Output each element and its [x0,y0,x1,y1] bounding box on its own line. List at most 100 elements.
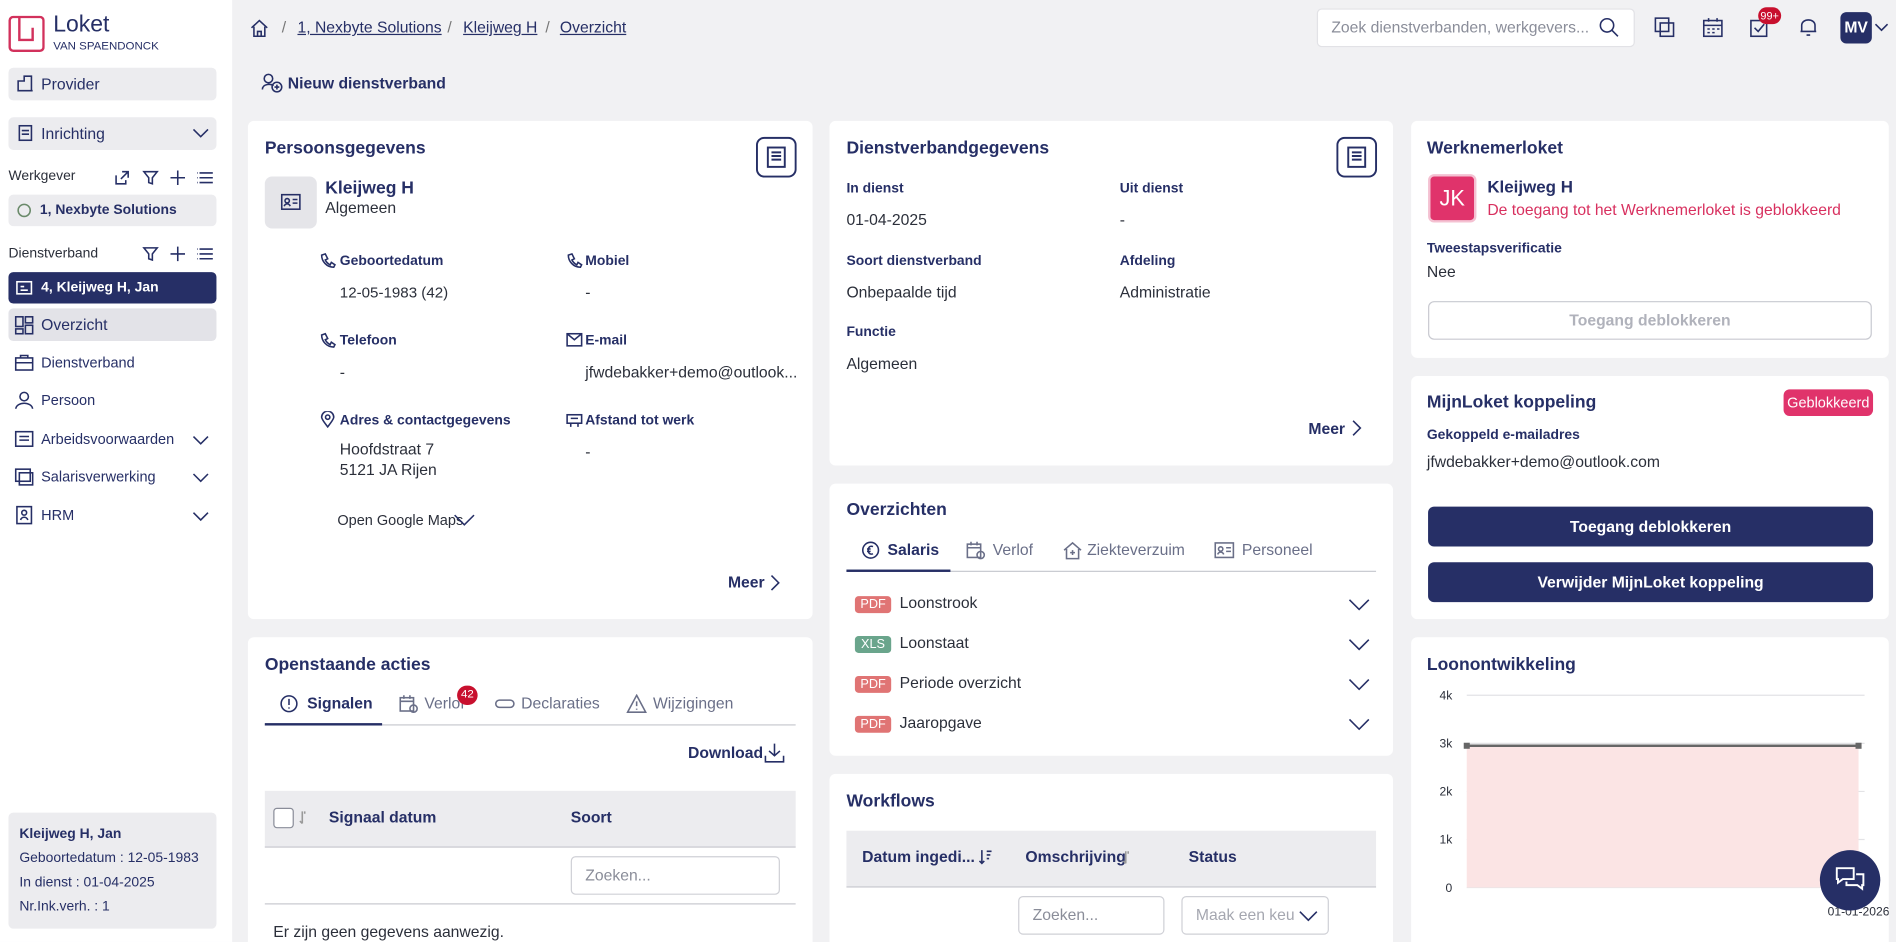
column-header[interactable]: Omschrijving [1025,847,1126,866]
column-header[interactable]: Signaal datum [328,807,437,826]
field-label: Telefoon [339,333,397,349]
header-icon[interactable] [1654,17,1675,38]
dienstverband-item[interactable] [8,272,217,304]
field-value: - [585,282,591,302]
breadcrumb-link[interactable]: 1, Nexbyte Solutions [297,18,442,37]
card-title: Overzichten [846,500,947,520]
field-value: jfwdebakker+demo@outlook... [585,362,798,381]
search-icon[interactable] [1599,17,1620,38]
chevron [192,435,209,445]
search-input[interactable]: Zoeken... [570,856,780,895]
tab[interactable]: Signalen [307,694,373,713]
new-icon [261,73,283,93]
tab[interactable]: Verlof [424,694,465,713]
menu-active[interactable] [8,308,217,341]
sort-icon[interactable] [299,810,309,825]
bell-icon[interactable] [1798,17,1819,38]
tab[interactable]: Wijzigingen [652,694,734,713]
doc-name[interactable]: Jaaropgave [899,713,982,732]
download-icon[interactable] [764,742,785,763]
doc-type: PDF [854,596,892,614]
chevron [1348,639,1370,651]
document-button[interactable] [755,136,797,178]
menu-item[interactable]: HRM [41,506,75,524]
sort-icon[interactable] [1122,850,1132,865]
doc-name[interactable]: Periode overzicht [899,673,1022,692]
card [829,483,1393,756]
doc-type: PDF [854,675,892,693]
unblock-button[interactable]: Toegang deblokkeren [1428,301,1872,340]
werkgever-item[interactable] [8,194,217,227]
tab-active [846,569,951,572]
doc-name[interactable]: Loonstrook [899,593,978,612]
field-label: Functie [846,325,896,340]
search-box[interactable]: Zoek dienstverbanden, werkgevers... [1316,8,1635,48]
menu-icon [14,430,34,447]
maps-toggle[interactable]: Open Google Maps [337,511,464,529]
tab[interactable]: Verlof [992,540,1033,559]
tab-icon [494,699,515,709]
provider-label: Provider [41,74,100,94]
remove-button[interactable]: Verwijder MijnLoket koppeling [1428,562,1874,603]
chevron [454,514,475,526]
field-value: - [585,442,591,461]
field-value: - [1119,210,1125,229]
document-button[interactable] [1336,136,1378,178]
dienstverband-icon [16,280,33,295]
menu-item[interactable]: Dienstverband [41,354,135,372]
unblock-button[interactable]: Toegang deblokkeren [1428,506,1874,547]
card-title: Workflows [846,792,935,812]
field-label: Tweestapsverificatie [1426,241,1562,257]
tab[interactable]: Declaraties [521,694,600,713]
y-tick-label: 1k [1439,833,1453,847]
more-link[interactable]: Meer [1308,419,1346,438]
search-input[interactable]: Zoeken... [1018,896,1165,935]
menu-item[interactable]: Salarisverwerking [41,467,156,485]
menu-item[interactable]: Overzicht [41,315,108,334]
status-select[interactable]: Maak een keu [1181,896,1329,935]
sort-icon[interactable] [978,849,993,865]
provider-button[interactable] [8,67,217,101]
werkgever-actions[interactable] [114,169,216,186]
tab-badge: 42 [457,685,478,705]
home-icon[interactable] [249,18,270,39]
field-label: Gekoppeld e-mailadres [1426,428,1580,443]
tab-icon [1214,542,1235,559]
tab[interactable]: Ziekteverzuim [1087,540,1185,559]
calendar-icon[interactable] [1702,17,1724,38]
download-button[interactable]: Download [688,743,764,762]
avatar[interactable]: MV [1840,12,1872,44]
breadcrumb-link[interactable]: Overzicht [559,18,627,37]
doc-type: PDF [854,715,892,733]
tab-icon [280,695,298,713]
tab[interactable]: Personeel [1241,540,1313,559]
separator: / [281,18,287,37]
breadcrumb-link[interactable]: Kleijweg H [463,18,538,37]
logo-name: Loket [53,12,110,38]
field-value: Hoofdstraat 7 [339,440,435,459]
logo-icon [8,15,45,52]
dienstverband-actions[interactable] [141,245,215,262]
column-header[interactable]: Datum ingedi... [862,847,975,866]
initials-avatar: JK [1428,174,1477,223]
select-all-checkbox[interactable] [273,807,294,829]
field-icon [566,413,583,427]
menu-item[interactable]: Arbeidsvoorwaarden [41,430,175,448]
menu-item[interactable]: Persoon [41,391,96,409]
tab-icon [626,694,647,714]
more-link[interactable]: Meer [727,573,765,592]
card [829,120,1393,466]
table-header [846,830,1377,888]
field-value: Algemeen [846,354,918,373]
logo-sub: VAN SPAENDONCK [53,39,159,54]
werkgever-label: Werkgever [8,169,76,184]
chat-button[interactable] [1819,850,1881,911]
tab[interactable]: Salaris [887,540,940,559]
inrichting-button[interactable] [8,117,217,150]
card-title: Dienstverbandgegevens [846,139,1050,159]
new-button[interactable]: Nieuw dienstverband [287,73,446,92]
tab-icon [966,541,986,560]
doc-name[interactable]: Loonstaat [899,633,969,652]
card-title: MijnLoket koppeling [1426,392,1597,413]
field-icon [567,252,583,269]
